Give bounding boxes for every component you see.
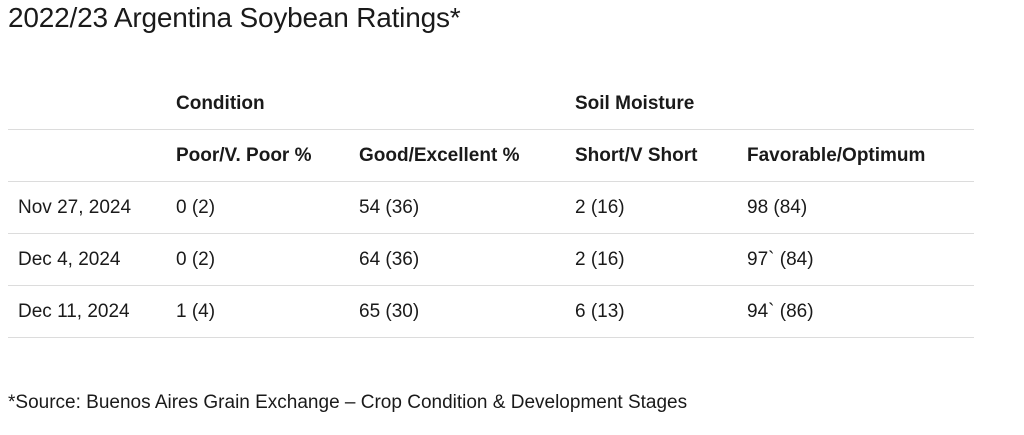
table-row: Dec 11, 2024 1 (4) 65 (30) 6 (13) 94` (8…	[8, 286, 974, 338]
row-favorable-value: 98 (84)	[747, 196, 808, 218]
row-date: Dec 11, 2024	[18, 300, 130, 322]
row-poor-value: 1 (4)	[176, 300, 216, 322]
row-good-value: 54 (36)	[359, 196, 420, 218]
table-row: Nov 27, 2024 0 (2) 54 (36) 2 (16) 98 (84…	[8, 182, 974, 234]
row-good-value: 65 (30)	[359, 300, 420, 322]
column-header-short: Short/V Short	[575, 144, 698, 166]
ratings-table: Condition Soil Moisture Poor/V. Poor % G…	[8, 78, 974, 338]
row-short-value: 6 (13)	[575, 300, 625, 322]
column-header-favorable: Favorable/Optimum	[747, 144, 926, 166]
group-header-row: Condition Soil Moisture	[8, 78, 974, 130]
condition-group-header: Condition	[176, 92, 265, 114]
row-short-value: 2 (16)	[575, 196, 625, 218]
row-poor-value: 0 (2)	[176, 196, 216, 218]
row-date: Nov 27, 2024	[18, 196, 132, 218]
row-short-value: 2 (16)	[575, 248, 625, 270]
row-date: Dec 4, 2024	[18, 248, 121, 270]
row-good-value: 64 (36)	[359, 248, 420, 270]
page-title: 2022/23 Argentina Soybean Ratings*	[8, 2, 461, 33]
table-row: Dec 4, 2024 0 (2) 64 (36) 2 (16) 97` (84…	[8, 234, 974, 286]
column-header-row: Poor/V. Poor % Good/Excellent % Short/V …	[8, 130, 974, 182]
soil-moisture-group-header: Soil Moisture	[575, 92, 695, 114]
column-header-poor: Poor/V. Poor %	[176, 144, 312, 166]
row-favorable-value: 97` (84)	[747, 248, 814, 270]
row-poor-value: 0 (2)	[176, 248, 216, 270]
source-footnote: *Source: Buenos Aires Grain Exchange – C…	[8, 392, 688, 413]
column-header-good: Good/Excellent %	[359, 144, 520, 166]
row-favorable-value: 94` (86)	[747, 300, 814, 322]
